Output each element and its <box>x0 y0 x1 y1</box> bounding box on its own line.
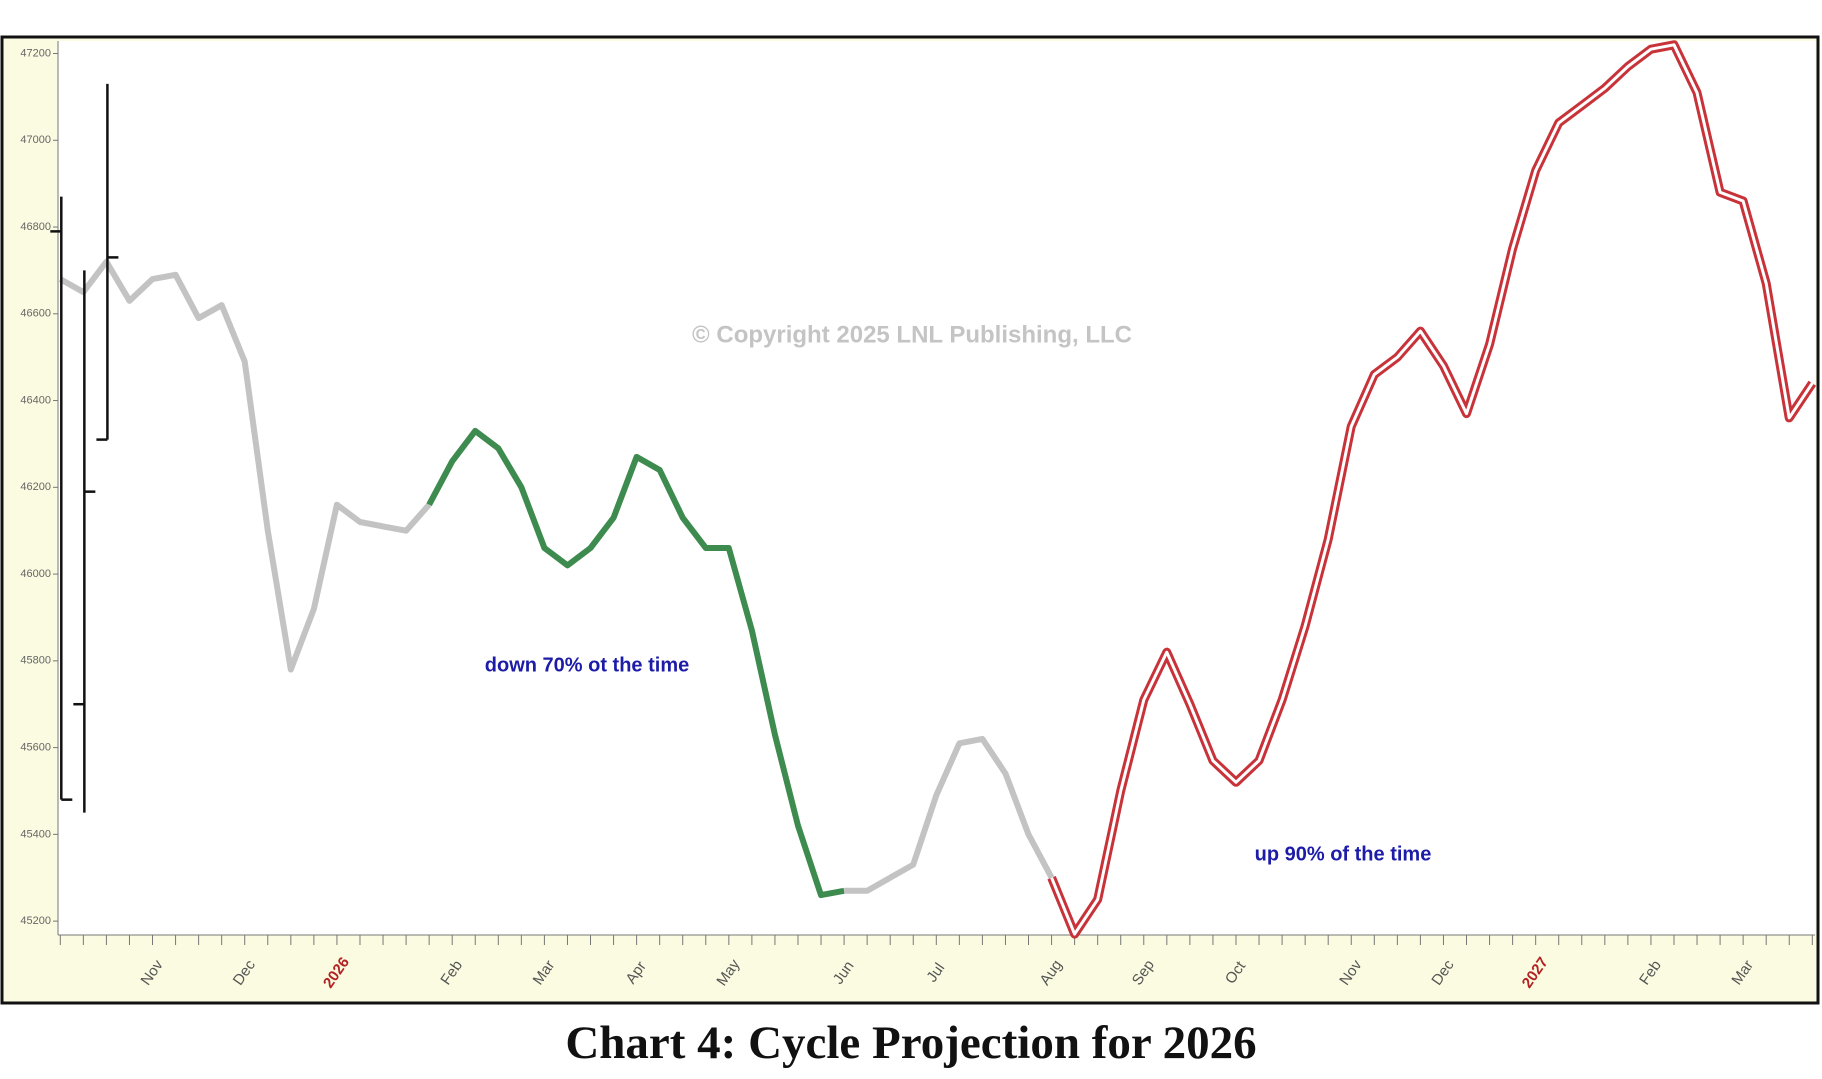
y-tick-label: 46400 <box>20 394 51 406</box>
y-tick-label: 47200 <box>20 47 51 59</box>
y-tick-label: 46200 <box>20 481 51 493</box>
y-tick-label: 45400 <box>20 828 51 840</box>
y-tick-label: 46800 <box>20 221 51 233</box>
line <box>426 427 845 899</box>
watermark: © Copyright 2025 LNL Publishing, LLC <box>692 321 1132 348</box>
y-tick-label: 46000 <box>20 568 51 580</box>
line <box>844 735 1055 894</box>
line-core <box>1050 43 1814 936</box>
annotation: up 90% of the time <box>1255 843 1432 865</box>
y-tick-label: 45600 <box>20 742 51 754</box>
y-tick-label: 45800 <box>20 655 51 667</box>
plot-area <box>58 41 1815 935</box>
annotation: down 70% ot the time <box>485 654 689 676</box>
y-tick-label: 47000 <box>20 134 51 146</box>
caption: Chart 4: Cycle Projection for 2026 <box>565 1017 1256 1069</box>
y-tick-label: 45200 <box>20 915 51 927</box>
y-tick-label: 46600 <box>20 308 51 320</box>
line <box>58 258 432 673</box>
